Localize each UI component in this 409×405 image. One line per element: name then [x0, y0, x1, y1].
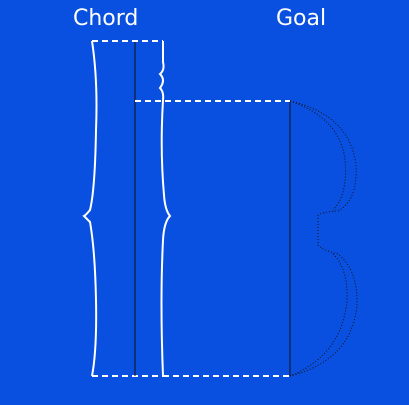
goal-dotted-inner-profile	[289, 100, 348, 377]
chord-left-brace	[82, 40, 98, 377]
chord-right-outline	[158, 41, 172, 377]
goal-label: Goal	[276, 6, 327, 31]
goal-dotted-profile	[289, 100, 358, 377]
chord-label: Chord	[73, 6, 139, 31]
